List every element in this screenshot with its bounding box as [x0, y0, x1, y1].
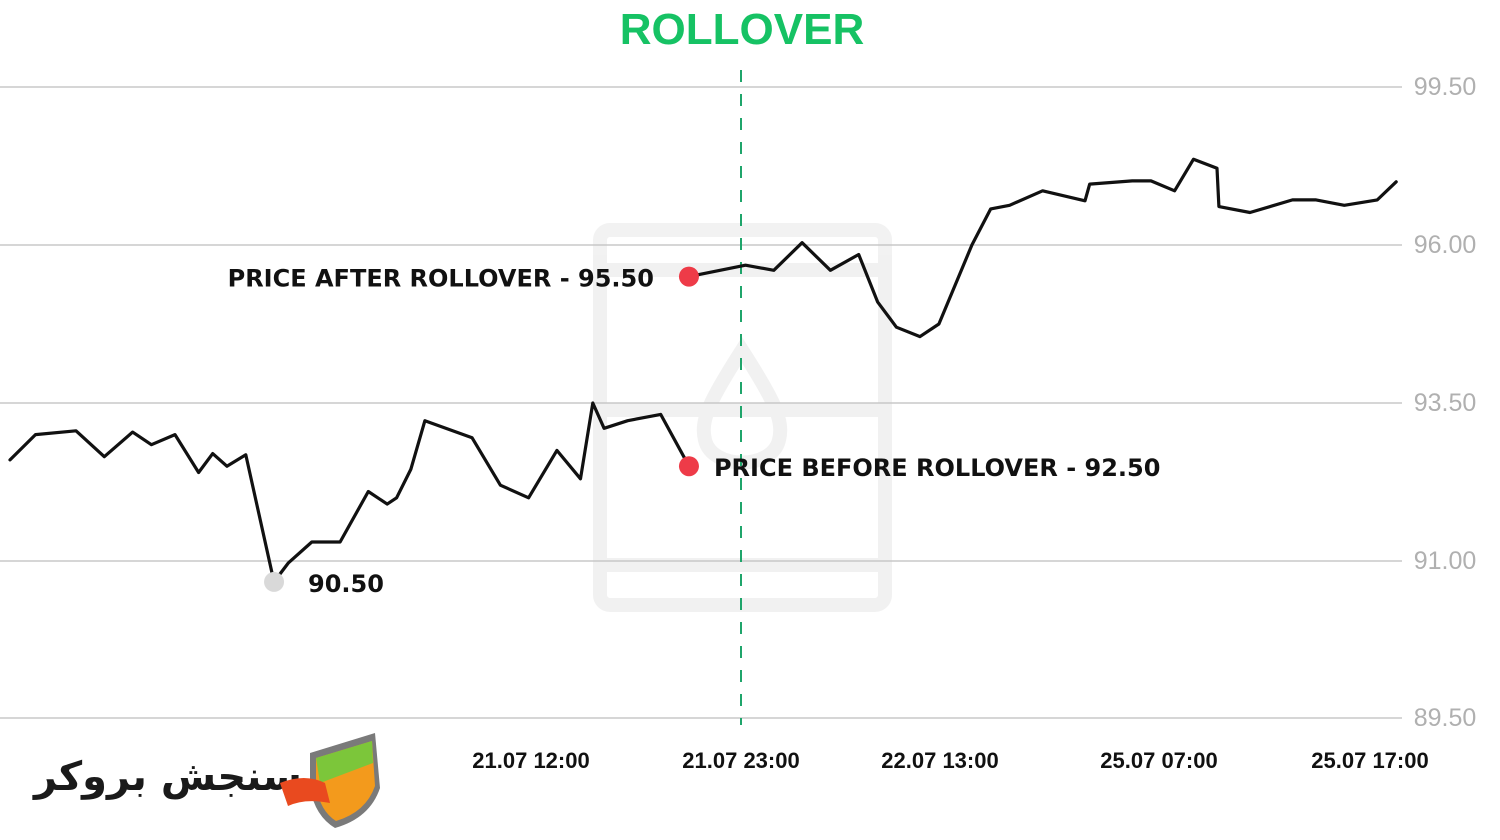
annotation-label: PRICE AFTER ROLLOVER - 95.50 — [228, 265, 654, 293]
x-tick-label: 22.07 13:00 — [881, 748, 998, 773]
price-series — [8, 157, 1398, 584]
y-tick-label: 93.50 — [1414, 389, 1477, 417]
annotations: PRICE AFTER ROLLOVER - 95.50 PRICE BEFORE… — [228, 265, 1161, 598]
bull-shield-icon — [280, 733, 380, 828]
y-tick-label: 99.50 — [1414, 73, 1477, 101]
brand-logo-text: سنجش بروکر — [34, 754, 302, 800]
x-axis-ticks: 21.07 12:00 21.07 23:00 22.07 13:00 25.07 0… — [472, 748, 1428, 773]
x-tick-label: 25.07 17:00 — [1311, 748, 1428, 773]
x-tick-label: 21.07 12:00 — [472, 748, 589, 773]
annotation-label: PRICE BEFORE ROLLOVER - 92.50 — [714, 454, 1160, 482]
y-axis-ticks: 99.50 96.00 93.50 91.00 89.50 — [1414, 73, 1477, 732]
x-tick-label: 21.07 23:00 — [682, 748, 799, 773]
chart-title: ROLLOVER — [620, 5, 864, 54]
x-tick-label: 25.07 07:00 — [1100, 748, 1217, 773]
series-line-after — [687, 157, 1398, 339]
annotation-marker — [678, 266, 699, 287]
annotation-marker — [264, 571, 285, 592]
y-tick-label: 91.00 — [1414, 547, 1477, 575]
annotation-label: 90.50 — [308, 570, 384, 598]
annotation-marker — [678, 456, 699, 477]
brand-logo: سنجش بروکر — [30, 728, 390, 828]
y-tick-label: 96.00 — [1414, 231, 1477, 259]
oil-barrel-watermark-icon — [593, 223, 892, 612]
grid-lines — [0, 86, 1402, 719]
y-tick-label: 89.50 — [1414, 704, 1477, 732]
series-line-before — [8, 401, 691, 584]
